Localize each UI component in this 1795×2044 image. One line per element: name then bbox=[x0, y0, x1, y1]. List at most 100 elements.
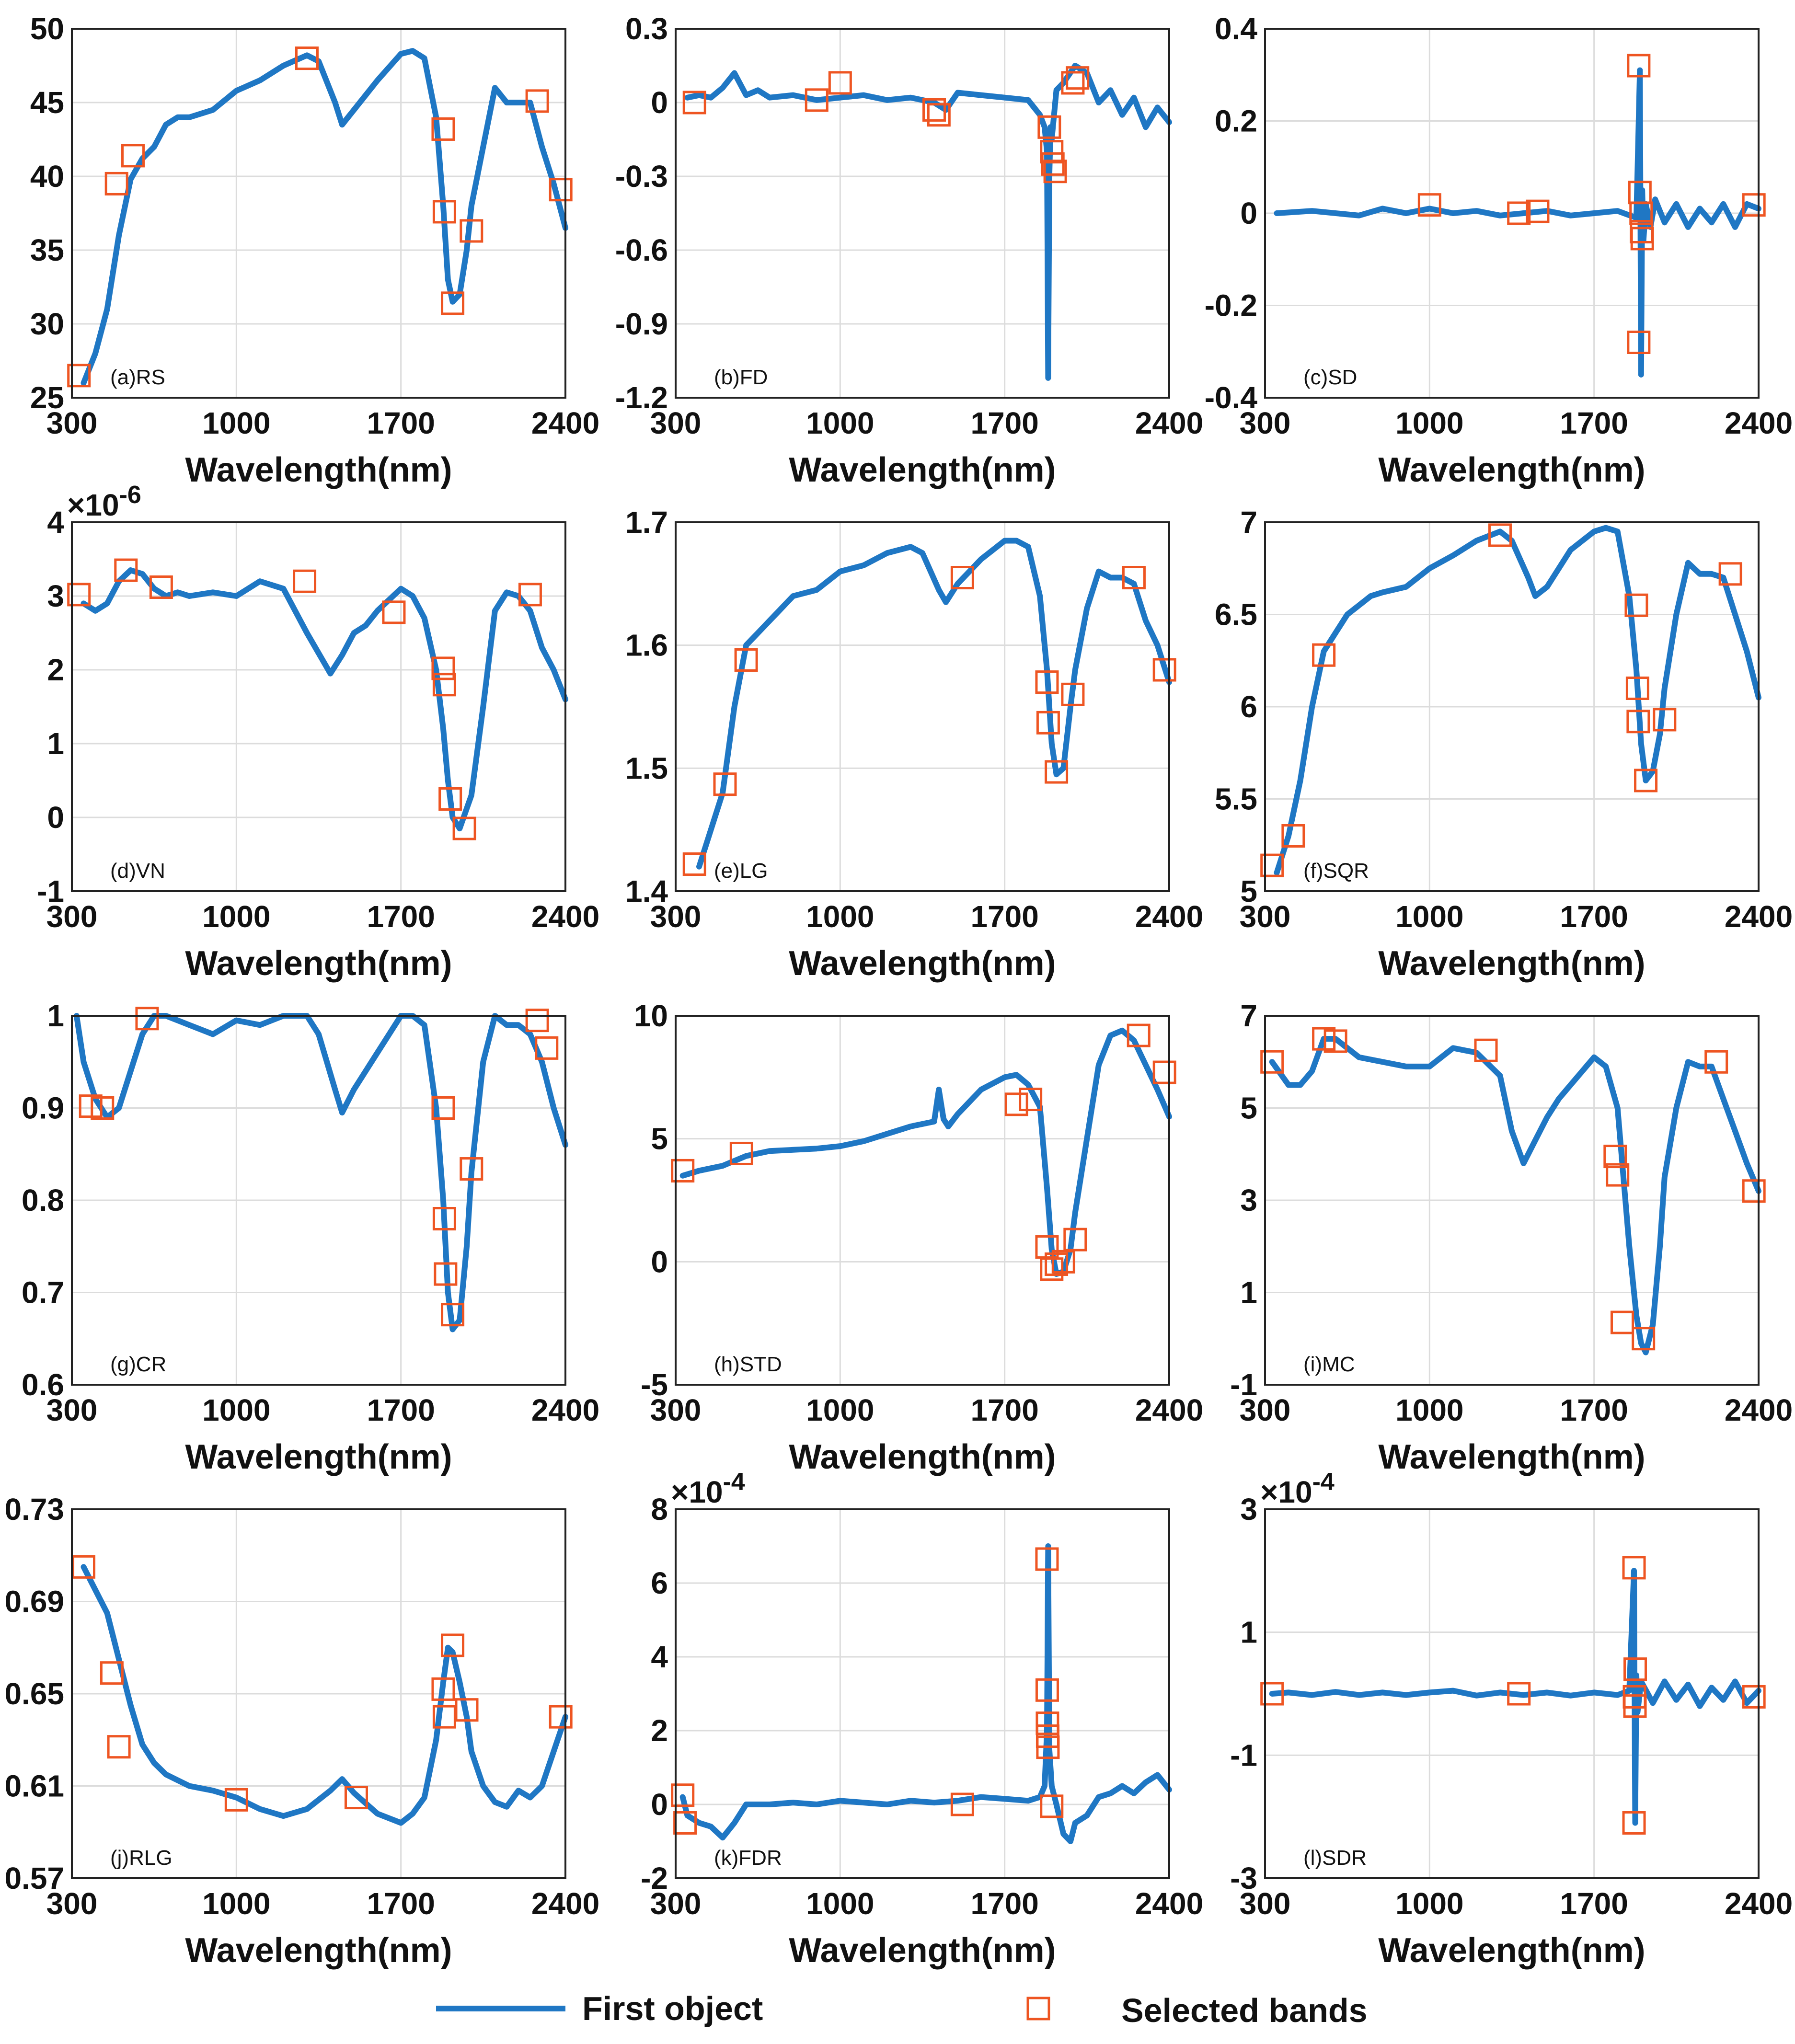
selected-band-marker bbox=[1718, 562, 1742, 586]
selected-band-marker bbox=[149, 575, 173, 599]
selected-band-marker bbox=[100, 1661, 124, 1685]
x-tick-label: 1700 bbox=[1560, 1886, 1628, 1921]
selected-band-marker bbox=[1526, 199, 1550, 223]
y-tick-label: -2 bbox=[641, 1861, 668, 1895]
selected-band-marker bbox=[1632, 1327, 1656, 1351]
plot-frame bbox=[71, 28, 566, 399]
x-axis-label: Wavelength(nm) bbox=[789, 944, 1056, 983]
selected-band-marker bbox=[67, 364, 91, 388]
y-tick-label: -0.3 bbox=[615, 159, 668, 194]
y-axis-multiplier-exponent: -6 bbox=[119, 481, 141, 509]
y-tick-label: 0 bbox=[651, 1244, 668, 1279]
panel-label: (i)MC bbox=[1303, 1353, 1355, 1376]
y-tick-label: 0.7 bbox=[22, 1275, 64, 1310]
x-tick-label: 2400 bbox=[1135, 1886, 1203, 1921]
selected-band-marker bbox=[1152, 658, 1176, 682]
y-tick-label: 3 bbox=[1240, 1492, 1257, 1527]
y-tick-label: -0.6 bbox=[615, 233, 668, 267]
selected-band-marker bbox=[1045, 760, 1069, 784]
selected-band-marker bbox=[455, 1698, 479, 1722]
selected-band-marker bbox=[1742, 193, 1766, 217]
y-tick-label: 5 bbox=[1240, 1091, 1257, 1125]
selected-band-marker bbox=[1606, 1163, 1630, 1187]
selected-band-marker bbox=[382, 600, 406, 624]
selected-band-marker bbox=[1281, 824, 1305, 848]
selected-band-marker bbox=[431, 656, 455, 680]
selected-band-marker bbox=[1260, 1050, 1284, 1074]
selected-band-marker bbox=[1507, 1682, 1531, 1706]
selected-band-marker bbox=[1622, 1556, 1646, 1580]
selected-band-marker bbox=[950, 1792, 974, 1816]
plot-frame bbox=[1264, 521, 1760, 892]
selected-band-marker bbox=[1622, 1811, 1646, 1835]
x-tick-label: 1700 bbox=[367, 899, 435, 934]
selected-band-marker bbox=[460, 1157, 483, 1181]
selected-band-marker bbox=[1041, 152, 1065, 176]
selected-band-marker bbox=[671, 1159, 695, 1183]
y-tick-label: 4 bbox=[651, 1640, 668, 1674]
y-tick-label: 2 bbox=[651, 1713, 668, 1748]
series-line-first-object bbox=[1269, 1568, 1761, 1826]
x-tick-label: 1000 bbox=[202, 1886, 270, 1921]
series-line-first-object bbox=[1274, 525, 1761, 876]
selected-band-marker bbox=[1323, 1029, 1347, 1053]
selected-band-marker bbox=[1623, 1694, 1647, 1718]
panel-label: (b)FD bbox=[714, 366, 768, 389]
selected-band-marker bbox=[525, 89, 549, 113]
y-tick-label: 6 bbox=[651, 1566, 668, 1600]
panel-label: (g)CR bbox=[110, 1353, 166, 1376]
selected-band-marker bbox=[549, 178, 573, 202]
y-tick-label: 0 bbox=[651, 1787, 668, 1822]
selected-band-marker bbox=[1260, 1682, 1284, 1706]
y-tick-label: 50 bbox=[30, 11, 64, 46]
y-tick-label: 0 bbox=[1240, 196, 1257, 230]
selected-band-marker bbox=[729, 1141, 753, 1165]
y-tick-label: 5.5 bbox=[1215, 782, 1257, 816]
selected-band-marker bbox=[828, 71, 852, 95]
selected-band-marker bbox=[1312, 1027, 1336, 1051]
y-tick-label: 3 bbox=[1240, 1183, 1257, 1217]
y-tick-label: 1.5 bbox=[625, 751, 668, 785]
x-tick-label: 1000 bbox=[1395, 1393, 1463, 1427]
selected-band-marker bbox=[1627, 54, 1651, 78]
y-tick-label: 0.3 bbox=[625, 11, 668, 46]
y-tick-label: 0.57 bbox=[4, 1861, 64, 1895]
selected-band-marker bbox=[114, 558, 138, 582]
selected-band-marker bbox=[1127, 1023, 1151, 1047]
selected-band-marker bbox=[1035, 1547, 1059, 1571]
plot-frame bbox=[1264, 1508, 1760, 1879]
x-tick-label: 1700 bbox=[970, 899, 1038, 934]
selected-band-marker bbox=[734, 648, 758, 672]
y-tick-label: 10 bbox=[634, 999, 668, 1033]
y-axis-multiplier-exponent: -4 bbox=[723, 1468, 745, 1496]
x-axis-label: Wavelength(nm) bbox=[185, 451, 452, 489]
y-tick-label: -0.4 bbox=[1205, 380, 1258, 415]
selected-band-marker bbox=[224, 1788, 248, 1812]
y-tick-label: 1 bbox=[1240, 1275, 1257, 1310]
selected-band-marker bbox=[295, 46, 319, 70]
x-tick-label: 1700 bbox=[1560, 899, 1628, 934]
selected-band-marker bbox=[1122, 566, 1146, 589]
x-tick-label: 1700 bbox=[367, 1393, 435, 1427]
selected-band-marker bbox=[682, 91, 706, 115]
selected-band-marker bbox=[1045, 1252, 1069, 1276]
x-tick-label: 1000 bbox=[202, 899, 270, 934]
x-tick-label: 2400 bbox=[531, 899, 599, 934]
y-tick-label: 7 bbox=[1240, 999, 1257, 1033]
selected-band-marker bbox=[1040, 1257, 1064, 1281]
selected-band-marker bbox=[950, 566, 974, 589]
x-axis-label: Wavelength(nm) bbox=[789, 451, 1056, 489]
selected-band-marker bbox=[1627, 331, 1651, 354]
y-tick-label: 0.8 bbox=[22, 1183, 64, 1217]
y-tick-label: 7 bbox=[1240, 505, 1257, 540]
x-tick-label: 1000 bbox=[1395, 1886, 1463, 1921]
selected-band-marker bbox=[922, 98, 946, 122]
panel-label: (e)LG bbox=[714, 859, 768, 883]
selected-band-marker bbox=[1004, 1092, 1028, 1116]
plot-frame bbox=[675, 521, 1170, 892]
plot-frame bbox=[71, 521, 566, 892]
